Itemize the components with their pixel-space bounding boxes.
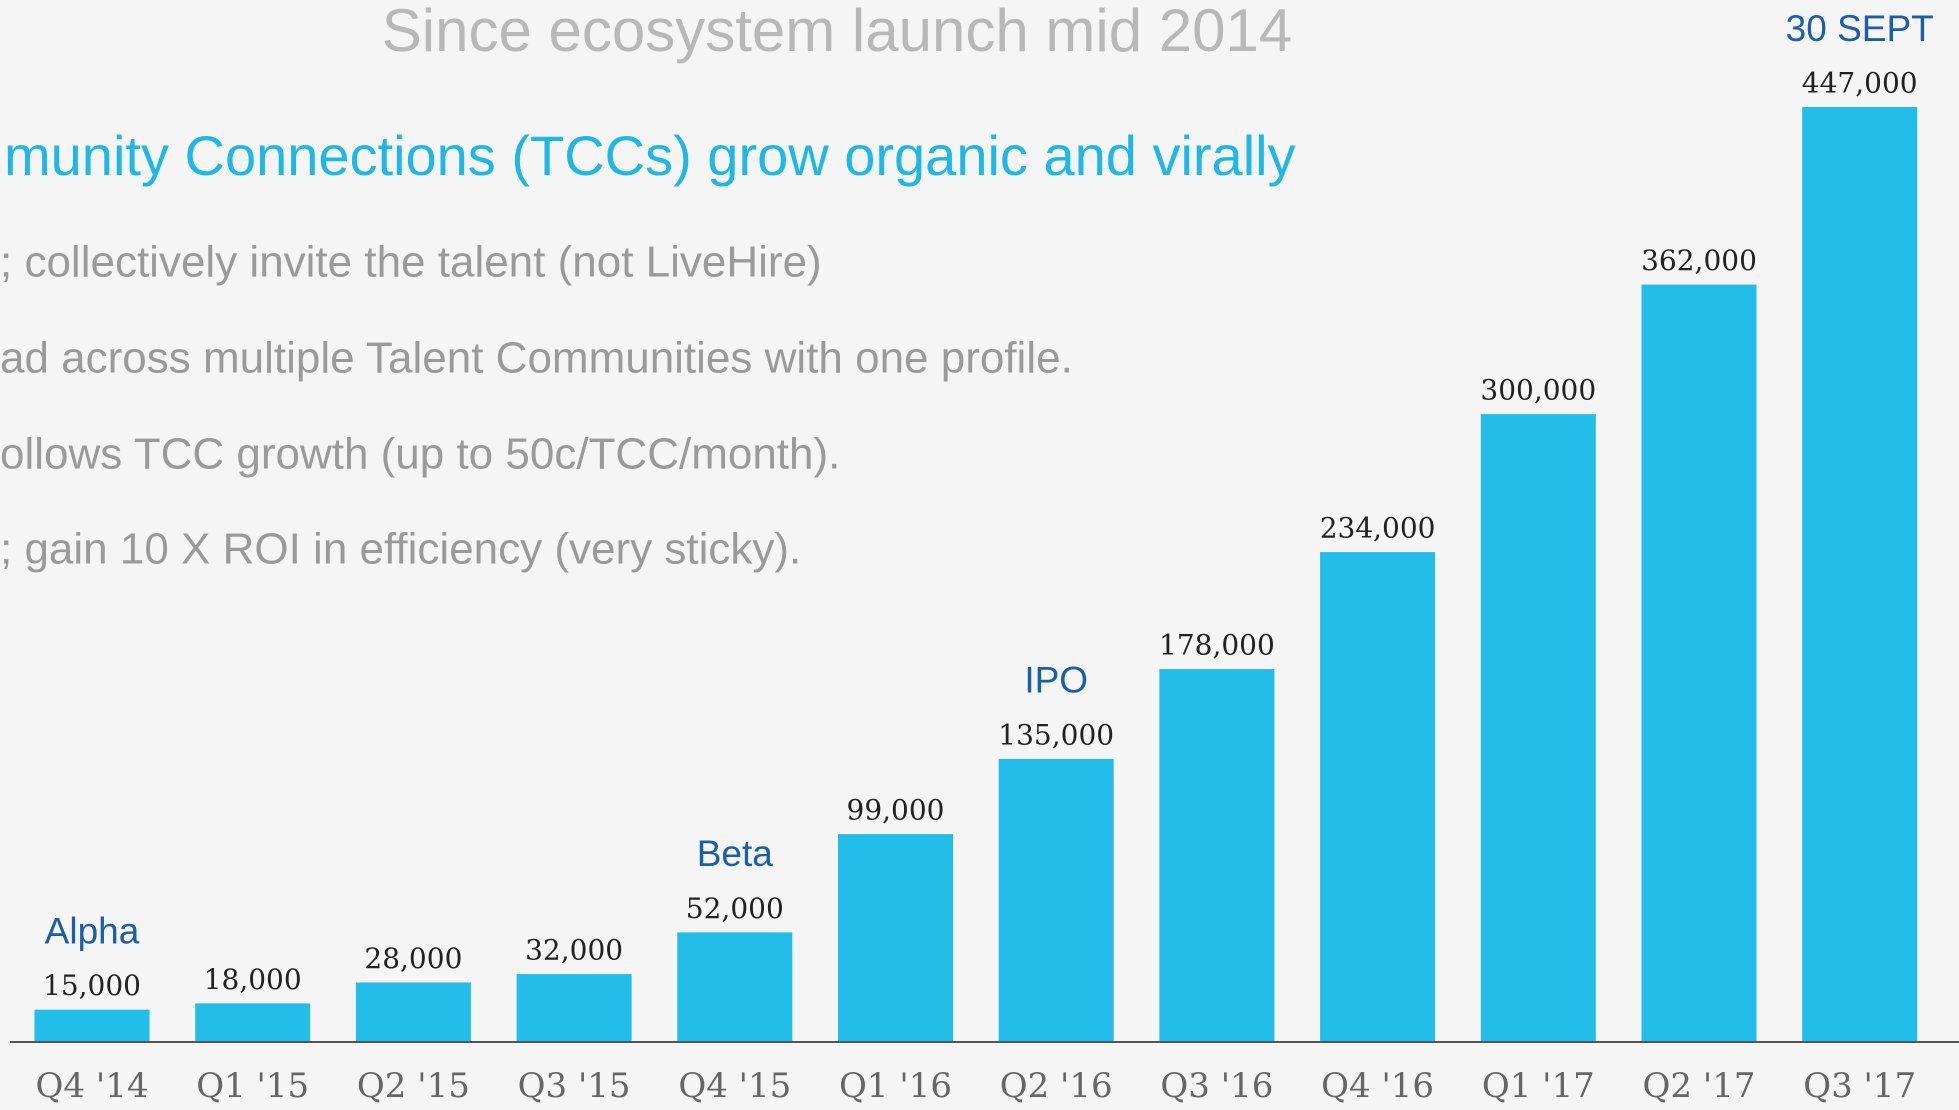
x-tick-label: Q2 '15 (357, 1066, 470, 1106)
value-label: 362,000 (1641, 244, 1757, 277)
x-tick-label: Q2 '16 (1000, 1066, 1113, 1106)
bullet-text: ; gain 10 X ROI in efficiency (very stic… (0, 525, 801, 574)
x-tick-label: Q4 '15 (678, 1066, 791, 1106)
bar (195, 1003, 311, 1041)
bar (1320, 552, 1436, 1041)
bar (998, 758, 1114, 1041)
value-label: 135,000 (998, 718, 1114, 751)
bar (1480, 414, 1596, 1041)
bar (1802, 107, 1918, 1041)
x-tick-label: Q1 '15 (196, 1066, 309, 1106)
value-label: 52,000 (686, 892, 784, 925)
bar (1641, 284, 1757, 1041)
x-tick-label: Q4 '16 (1321, 1066, 1434, 1106)
annotation: IPO (1024, 660, 1088, 701)
bullet-text: ; collectively invite the talent (not Li… (0, 238, 822, 287)
bar (838, 834, 953, 1041)
bar (677, 932, 793, 1041)
x-tick-label: Q2 '17 (1643, 1066, 1756, 1106)
bar (34, 1009, 150, 1041)
value-label: 300,000 (1480, 374, 1596, 407)
annotation: Alpha (45, 910, 140, 951)
x-tick-label: Q4 '14 (36, 1066, 149, 1106)
annotation: Beta (697, 833, 774, 874)
value-label: 32,000 (525, 934, 623, 967)
value-label: 18,000 (204, 963, 302, 996)
value-label: 234,000 (1320, 512, 1436, 545)
chart-title: Since ecosystem launch mid 2014 (382, 0, 1293, 64)
value-label: 178,000 (1159, 629, 1275, 662)
bar (1159, 669, 1275, 1041)
x-tick-label: Q3 '17 (1803, 1066, 1916, 1106)
value-label: 447,000 (1802, 67, 1918, 100)
bullet-text: ollows TCC growth (up to 50c/TCC/month). (0, 430, 840, 479)
chart-subtitle: munity Connections (TCCs) grow organic a… (4, 124, 1296, 187)
x-tick-label: Q3 '16 (1160, 1066, 1273, 1106)
bar (355, 982, 471, 1041)
value-label: 15,000 (43, 969, 141, 1002)
bullet-text: ad across multiple Talent Communities wi… (0, 334, 1073, 383)
annotation: 30 SEPT (1786, 8, 1934, 49)
x-tick-label: Q3 '15 (518, 1066, 631, 1106)
x-tick-label: Q1 '17 (1482, 1066, 1595, 1106)
value-label: 28,000 (364, 942, 462, 975)
x-tick-label: Q1 '16 (839, 1066, 952, 1106)
value-label: 99,000 (847, 794, 945, 827)
bar (516, 974, 632, 1041)
